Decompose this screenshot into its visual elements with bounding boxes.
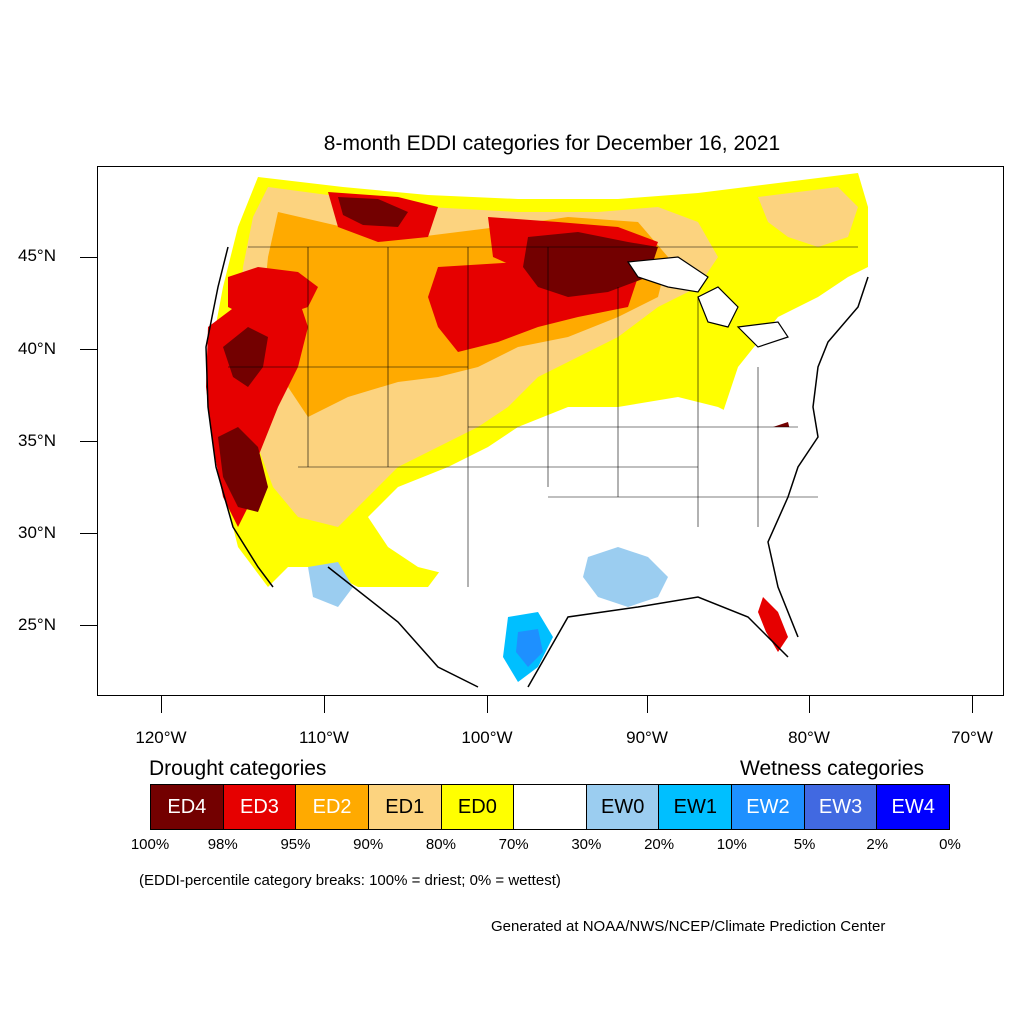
lon-label-90: 90°W <box>626 728 668 747</box>
lon-tick <box>487 696 488 713</box>
lat-label-30: 30°N <box>18 523 56 542</box>
lon-label-110: 110°W <box>299 728 349 747</box>
region-ed3-nw <box>228 267 318 317</box>
lon-label-80: 80°W <box>788 728 830 747</box>
map-title: 8-month EDDI categories for December 16,… <box>323 132 781 155</box>
lon-tick <box>161 696 162 713</box>
lat-label-40: 40°N <box>18 339 56 358</box>
lon-label-100: 100°W <box>461 728 513 747</box>
region-ed1-northeast <box>758 187 858 247</box>
legend-box-normal <box>514 785 587 829</box>
region-ed4-west <box>223 327 268 387</box>
category-note: (EDDI-percentile category breaks: 100% =… <box>139 872 561 889</box>
lat-tick <box>80 625 97 626</box>
percent-break-label: 95% <box>280 836 311 853</box>
percent-break-label: 70% <box>498 836 529 853</box>
lat-label-25: 25°N <box>18 615 56 634</box>
percent-break-label: 30% <box>571 836 602 853</box>
legend-box-ew4: EW4 <box>877 785 950 829</box>
percent-break-label: 20% <box>644 836 675 853</box>
percent-break-label: 10% <box>716 836 747 853</box>
region-ed4-sw <box>218 427 268 512</box>
legend-box-ew3: EW3 <box>804 785 878 829</box>
percent-break-label: 80% <box>425 836 456 853</box>
wetness-categories-heading: Wetness categories <box>740 757 925 780</box>
region-ew0-gulf <box>583 547 668 607</box>
legend-box-ew1: EW1 <box>659 785 733 829</box>
percent-break-label: 2% <box>866 836 889 853</box>
lon-tick <box>809 696 810 713</box>
coastline <box>205 246 869 688</box>
percent-break-label: 90% <box>353 836 384 853</box>
lon-tick <box>647 696 648 713</box>
lat-tick <box>80 257 97 258</box>
lat-tick <box>80 349 97 350</box>
eddi-map <box>198 171 869 692</box>
region-ew2-texas <box>516 629 543 667</box>
credit-line: Generated at NOAA/NWS/NCEP/Climate Predi… <box>491 918 886 935</box>
drought-categories-heading: Drought categories <box>149 757 327 780</box>
legend-box-ed4: ED4 <box>151 785 224 829</box>
percent-break-label: 98% <box>207 836 238 853</box>
legend-box-ed1: ED1 <box>368 785 442 829</box>
percent-break-label: 5% <box>793 836 816 853</box>
region-ed3-florida <box>758 597 788 652</box>
lon-tick <box>324 696 325 713</box>
lon-tick <box>972 696 973 713</box>
state-borders <box>228 246 858 587</box>
percent-break-label: 100% <box>130 836 170 853</box>
great-lakes <box>626 256 789 348</box>
lat-tick <box>80 533 97 534</box>
map-area <box>97 166 1004 696</box>
lat-label-35: 35°N <box>18 431 56 450</box>
legend-box-ed2: ED2 <box>296 785 369 829</box>
lon-label-70: 70°W <box>951 728 993 747</box>
legend-box-ew0: EW0 <box>586 785 660 829</box>
region-ew0-mexico <box>308 562 353 607</box>
lat-label-45: 45°N <box>18 246 56 265</box>
lon-label-120: 120°W <box>135 728 187 747</box>
legend-box-ew2: EW2 <box>732 785 805 829</box>
region-ed4-north <box>338 197 408 227</box>
legend-box-ed0: ED0 <box>441 785 515 829</box>
percent-break-label: 0% <box>939 836 961 853</box>
region-ed4-minnesota <box>523 232 658 297</box>
category-legend-bar: ED4 ED3 ED2 ED1 ED0 EW0 EW1 EW2 EW3 EW4 <box>150 784 950 830</box>
legend-box-ed3: ED3 <box>223 785 297 829</box>
lat-tick <box>80 441 97 442</box>
